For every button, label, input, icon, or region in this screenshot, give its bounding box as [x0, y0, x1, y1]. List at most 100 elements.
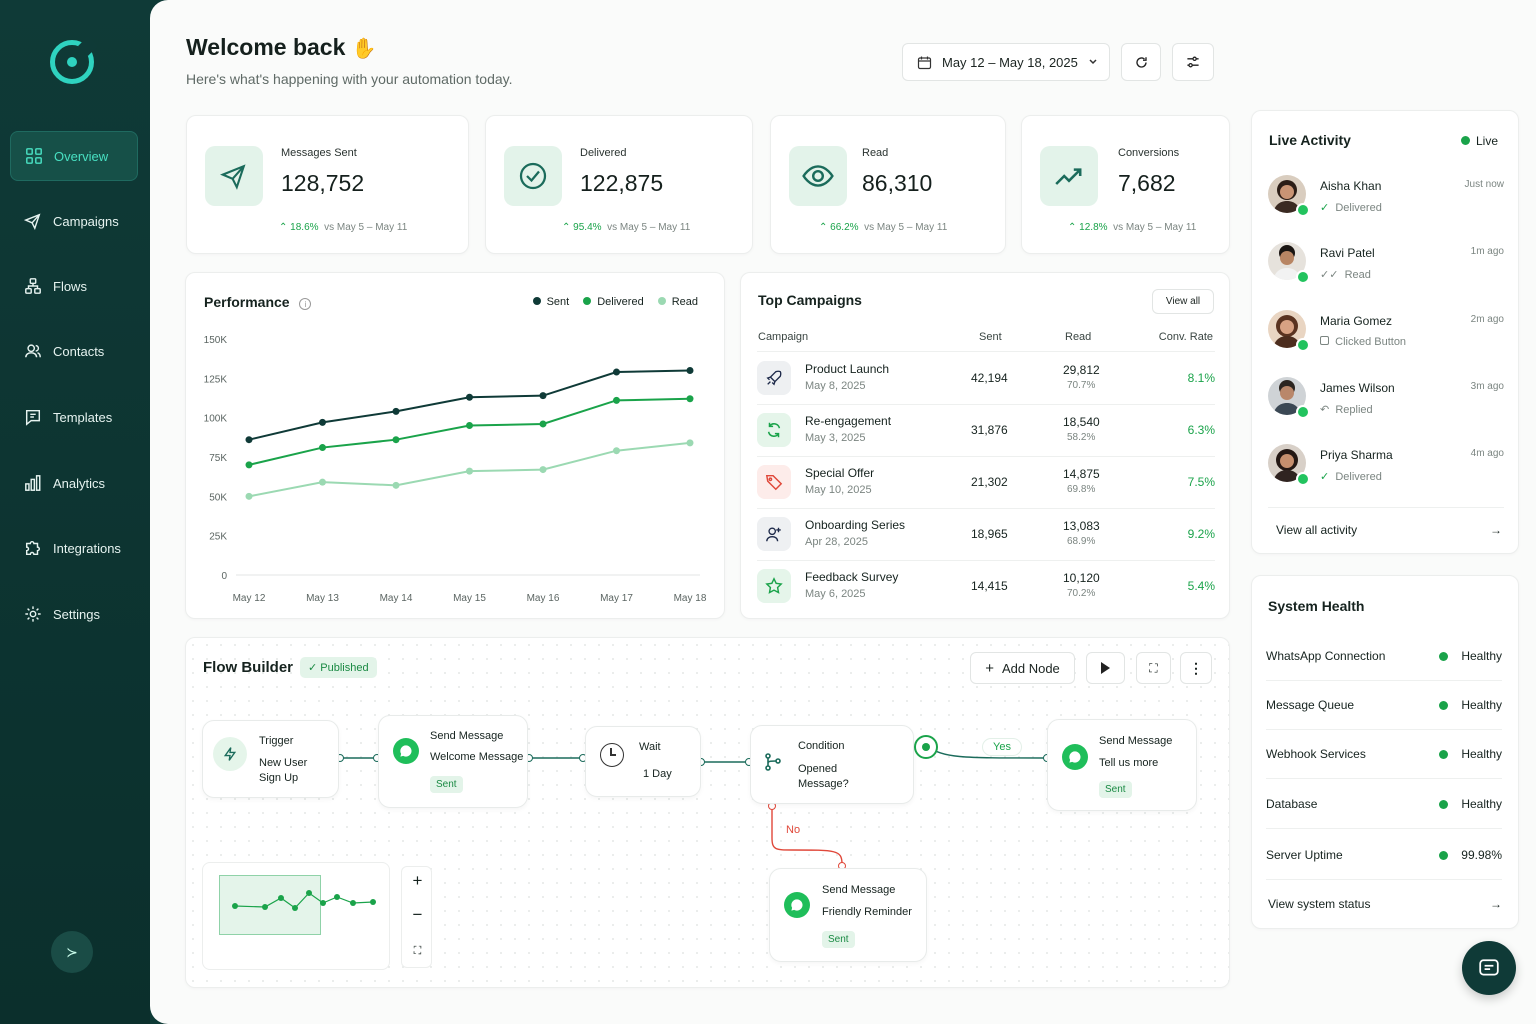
arrow-up-icon: ⌃	[819, 222, 828, 233]
activity-item[interactable]: Maria Gomez Clicked Button 2m ago	[1268, 310, 1504, 370]
flow-node-wait[interactable]: Wait 1 Day	[585, 726, 701, 797]
stat-compare: vs May 5 – May 11	[607, 222, 691, 233]
activity-status-text: Read	[1344, 269, 1371, 281]
page-subtitle: Here's what's happening with your automa…	[186, 71, 513, 87]
sidebar-item-settings[interactable]: Settings	[10, 589, 138, 639]
expand-icon: ⛶	[1149, 660, 1158, 675]
performance-title: Performance i	[204, 294, 312, 310]
chat-icon	[1479, 959, 1499, 976]
sidebar-item-overview[interactable]: Overview	[10, 131, 138, 181]
zoom-out-button[interactable]: −	[402, 905, 433, 931]
data-point-read	[613, 447, 620, 455]
flow-node-send-tell-more[interactable]: Send Message Tell us more Sent	[1047, 719, 1197, 811]
chat-button[interactable]	[1462, 941, 1516, 995]
activity-time: 3m ago	[1470, 381, 1504, 392]
minimap-nodes	[232, 890, 376, 911]
sidebar-item-label: Campaigns	[53, 213, 119, 229]
flow-builder-title: Flow Builder	[203, 659, 293, 676]
live-dot	[1460, 136, 1470, 145]
table-row[interactable]: Onboarding Series Apr 28, 2025 18,965 13…	[757, 509, 1215, 561]
sidebar-item-integrations[interactable]: Integrations	[10, 523, 138, 573]
activity-item[interactable]: James Wilson ↶ Replied 3m ago	[1268, 377, 1504, 437]
sidebar-item-contacts[interactable]: Contacts	[10, 326, 138, 376]
add-node-button[interactable]: + Add Node	[970, 652, 1075, 684]
data-point-sent	[319, 418, 326, 426]
stat-value: 122,875	[580, 170, 664, 196]
status-dot	[1439, 800, 1448, 809]
node-line2: Sign Up	[259, 772, 299, 784]
branch-icon	[763, 752, 787, 776]
legend-item-sent[interactable]: Sent	[532, 296, 569, 308]
flow-node-condition[interactable]: Condition Opened Message?	[750, 725, 914, 804]
send-icon	[24, 213, 41, 230]
double-check-icon: ✓✓	[1320, 269, 1339, 281]
activity-name: James Wilson	[1320, 381, 1395, 395]
view-all-activity-link[interactable]: View all activity →	[1276, 523, 1502, 537]
sidebar-item-label: Overview	[54, 148, 109, 164]
chevron-down-icon	[1089, 59, 1097, 65]
data-point-sent	[539, 392, 547, 400]
flow-minimap[interactable]	[202, 862, 390, 970]
view-all-campaigns-button[interactable]: View all	[1152, 289, 1214, 314]
fullscreen-button[interactable]: ⛶	[1136, 652, 1171, 684]
campaign-read-pct: 70.7%	[1067, 380, 1096, 391]
whatsapp-icon	[1296, 203, 1310, 217]
sidebar-item-templates[interactable]: Templates	[10, 392, 138, 442]
filter-settings-button[interactable]	[1172, 43, 1214, 81]
health-label: Database	[1266, 797, 1318, 811]
check-circle-icon	[504, 146, 562, 206]
stat-value: 128,752	[281, 170, 365, 196]
check-icon: ✓	[1320, 471, 1330, 483]
table-row[interactable]: Special Offer May 10, 2025 21,302 14,875…	[757, 457, 1215, 509]
activity-status: ✓ Delivered	[1320, 470, 1382, 483]
yes-label: Yes	[982, 738, 1022, 756]
more-options-button[interactable]: ⋮	[1180, 652, 1212, 684]
activity-item[interactable]: Ravi Patel ✓✓ Read 1m ago	[1268, 242, 1504, 302]
node-title: Send Message	[822, 884, 896, 896]
view-system-status-link[interactable]: View system status →	[1268, 897, 1502, 911]
campaign-conv-rate: 9.2%	[1187, 527, 1215, 541]
date-range-picker[interactable]: May 12 – May 18, 2025	[902, 43, 1110, 81]
avatar	[1268, 175, 1306, 213]
zoom-in-button[interactable]: +	[402, 871, 433, 897]
activity-status: ↶ Replied	[1320, 403, 1373, 416]
table-row[interactable]: Product Launch May 8, 2025 42,194 29,812…	[757, 353, 1215, 405]
tag-icon	[757, 465, 791, 499]
campaign-read: 29,812	[1063, 363, 1100, 377]
x-tick-label: May 14	[380, 593, 413, 604]
table-row[interactable]: Feedback Survey May 6, 2025 14,415 10,12…	[757, 561, 1215, 613]
sidebar-item-analytics[interactable]: Analytics	[10, 458, 138, 508]
flow-node-trigger[interactable]: Trigger New User Sign Up	[202, 720, 339, 798]
activity-item[interactable]: Aisha Khan ✓ Delivered Just now	[1268, 175, 1504, 235]
sidebar-item-label: Contacts	[53, 343, 105, 359]
sidebar-item-campaigns[interactable]: Campaigns	[10, 196, 138, 246]
arrow-up-icon: ⌃	[562, 222, 571, 233]
data-point-delivered	[466, 422, 473, 430]
flow-node-send-welcome[interactable]: Send Message Welcome Message Sent	[378, 715, 528, 808]
arrow-right-icon: →	[1490, 523, 1502, 537]
campaign-read: 18,540	[1063, 415, 1100, 429]
refresh-button[interactable]	[1121, 43, 1161, 81]
legend-item-delivered[interactable]: Delivered	[583, 296, 644, 308]
table-row[interactable]: Re-engagement May 3, 2025 31,876 18,540 …	[757, 405, 1215, 457]
whatsapp-icon	[393, 738, 419, 764]
check-icon: ✓	[1320, 202, 1330, 214]
fit-view-button[interactable]: ⛶	[402, 939, 433, 965]
logo[interactable]	[50, 40, 94, 84]
flow-node-send-reminder[interactable]: Send Message Friendly Reminder Sent	[769, 868, 927, 962]
legend-dot	[583, 297, 592, 305]
campaign-date: May 8, 2025	[805, 380, 866, 392]
data-point-delivered	[319, 444, 326, 452]
page-title-text: Welcome back	[186, 34, 346, 60]
activity-item[interactable]: Priya Sharma ✓ Delivered 4m ago	[1268, 444, 1504, 504]
sidebar-item-flows[interactable]: Flows	[10, 261, 138, 311]
condition-yes-port[interactable]	[914, 735, 938, 759]
activity-status: ✓✓ Read	[1320, 268, 1371, 281]
live-activity-card: Live Activity Live Aisha Khan ✓ Delivere…	[1251, 110, 1519, 554]
run-flow-button[interactable]	[1086, 652, 1125, 684]
col-header-read: Read	[1065, 331, 1092, 343]
info-icon[interactable]: i	[299, 298, 312, 310]
legend-item-read[interactable]: Read	[657, 296, 698, 308]
collapse-sidebar-button[interactable]: ≻	[51, 931, 93, 973]
chart-legend: Sent Delivered Read	[532, 296, 698, 308]
